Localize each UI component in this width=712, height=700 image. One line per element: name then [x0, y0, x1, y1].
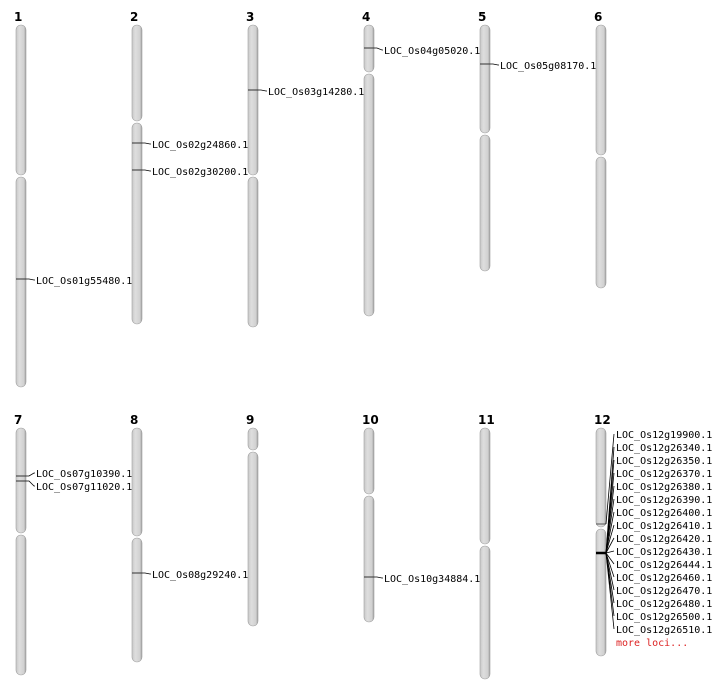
- chromosome-arm: [247, 176, 259, 328]
- chromosome-11[interactable]: 11: [478, 413, 495, 680]
- gene-label[interactable]: LOC_Os12g26350.1: [616, 456, 712, 467]
- chromosome-arm: [479, 24, 491, 134]
- chromosome-arm: [363, 73, 375, 317]
- chromosome-arm: [247, 427, 259, 451]
- chromosome-label: 5: [478, 10, 486, 24]
- chromosome-arm: [363, 427, 375, 495]
- gene-leader-line: [490, 63, 499, 66]
- gene-leader-line: [26, 278, 35, 281]
- chromosome-7[interactable]: 7 LOC_Os07g10390.1 LOC_Os07g11020.1: [14, 413, 132, 676]
- gene-label[interactable]: LOC_Os12g26480.1: [616, 599, 712, 610]
- chromosome-arm: [247, 24, 259, 176]
- chromosome-label: 7: [14, 413, 22, 427]
- gene-leader-line: [605, 498, 615, 554]
- chromosome-arm: [595, 528, 607, 657]
- gene-leader-line: [605, 552, 615, 578]
- gene-label[interactable]: LOC_Os12g26340.1: [616, 443, 712, 454]
- chromosome-9[interactable]: 9: [246, 413, 259, 627]
- gene-leader-line: [374, 576, 383, 579]
- chromosome-label: 12: [594, 413, 611, 427]
- chromosome-label: 6: [594, 10, 602, 24]
- chromosome-arm: [479, 134, 491, 272]
- chromosome-arm: [595, 427, 607, 528]
- chromosome-12[interactable]: 12 LOC_Os12g19900.1 LOC_Os12g26340.1 LOC_Os…: [594, 413, 712, 657]
- chromosome-arm: [131, 122, 143, 325]
- chromosome-arm: [479, 545, 491, 680]
- gene-label[interactable]: LOC_Os12g26420.1: [616, 534, 712, 545]
- gene-label[interactable]: LOC_Os12g26444.1: [616, 560, 712, 571]
- chromosome-10[interactable]: 10 LOC_Os10g34884.1: [362, 413, 480, 623]
- gene-label[interactable]: LOC_Os12g26430.1: [616, 547, 712, 558]
- gene-leader-line: [605, 552, 615, 630]
- gene-leader-line: [605, 511, 615, 554]
- gene-label[interactable]: LOC_Os12g26400.1: [616, 508, 712, 519]
- chromosome-label: 4: [362, 10, 370, 24]
- chromosome-label: 11: [478, 413, 495, 427]
- chromosome-4[interactable]: 4 LOC_Os04g05020.1: [362, 10, 480, 317]
- gene-label[interactable]: LOC_Os03g14280.1: [268, 87, 364, 98]
- gene-label[interactable]: LOC_Os02g24860.1: [152, 140, 248, 151]
- gene-label[interactable]: LOC_Os12g26370.1: [616, 469, 712, 480]
- gene-leader-line: [142, 572, 151, 575]
- gene-leader-line: [605, 433, 615, 525]
- chromosome-arm: [131, 427, 143, 537]
- gene-label[interactable]: LOC_Os12g19900.1: [616, 430, 712, 441]
- chromosome-2[interactable]: 2 LOC_Os02g24860.1 LOC_Os02g30200.1: [130, 10, 248, 325]
- gene-label[interactable]: LOC_Os04g05020.1: [384, 46, 480, 57]
- chromosome-arm: [15, 176, 27, 388]
- gene-label[interactable]: LOC_Os08g29240.1: [152, 570, 248, 581]
- gene-label[interactable]: LOC_Os02g30200.1: [152, 167, 248, 178]
- gene-label[interactable]: LOC_Os12g26510.1: [616, 625, 712, 636]
- chromosome-1[interactable]: 1 LOC_Os01g55480.1: [14, 10, 132, 388]
- gene-leader-line: [605, 552, 615, 565]
- chromosome-arm: [247, 451, 259, 627]
- chromosome-label: 1: [14, 10, 22, 24]
- chromosome-arm: [15, 24, 27, 176]
- gene-leader-line: [142, 169, 151, 172]
- gene-label[interactable]: LOC_Os07g10390.1: [36, 469, 132, 480]
- gene-label[interactable]: LOC_Os10g34884.1: [384, 574, 480, 585]
- gene-leader-line: [605, 550, 615, 554]
- chromosome-arm: [363, 495, 375, 623]
- gene-label[interactable]: LOC_Os12g26390.1: [616, 495, 712, 506]
- gene-leader-line: [26, 472, 35, 477]
- chromosome-arm: [131, 24, 143, 122]
- gene-leader-line: [258, 89, 267, 92]
- gene-leader-line: [26, 480, 35, 487]
- chromosome-arm: [595, 156, 607, 289]
- gene-leader-line: [374, 47, 383, 51]
- gene-label[interactable]: LOC_Os01g55480.1: [36, 276, 132, 287]
- chromosome-label: 3: [246, 10, 254, 24]
- gene-leader-line: [605, 537, 615, 554]
- chromosome-arm: [131, 537, 143, 663]
- gene-label[interactable]: LOC_Os07g11020.1: [36, 482, 132, 493]
- chromosome-label: 2: [130, 10, 138, 24]
- gene-leader-line: [605, 524, 615, 554]
- chromosome-arm: [595, 24, 607, 156]
- chromosome-3[interactable]: 3 LOC_Os03g14280.1: [246, 10, 364, 328]
- chromosome-6[interactable]: 6: [594, 10, 607, 289]
- gene-leader-line: [142, 142, 151, 145]
- chromosome-arm: [479, 427, 491, 545]
- gene-label[interactable]: LOC_Os12g26500.1: [616, 612, 712, 623]
- gene-label[interactable]: LOC_Os12g26470.1: [616, 586, 712, 597]
- gene-label[interactable]: LOC_Os12g26460.1: [616, 573, 712, 584]
- chromosome-5[interactable]: 5 LOC_Os05g08170.1: [478, 10, 596, 272]
- gene-label[interactable]: LOC_Os05g08170.1: [500, 61, 596, 72]
- chromosome-8[interactable]: 8 LOC_Os08g29240.1: [130, 413, 248, 663]
- more-loci-link[interactable]: more loci...: [616, 638, 688, 649]
- gene-label[interactable]: LOC_Os12g26410.1: [616, 521, 712, 532]
- chromosome-label: 10: [362, 413, 379, 427]
- chromosome-label: 8: [130, 413, 138, 427]
- chromosome-label: 9: [246, 413, 254, 427]
- gene-label[interactable]: LOC_Os12g26380.1: [616, 482, 712, 493]
- chromosome-arm: [15, 534, 27, 676]
